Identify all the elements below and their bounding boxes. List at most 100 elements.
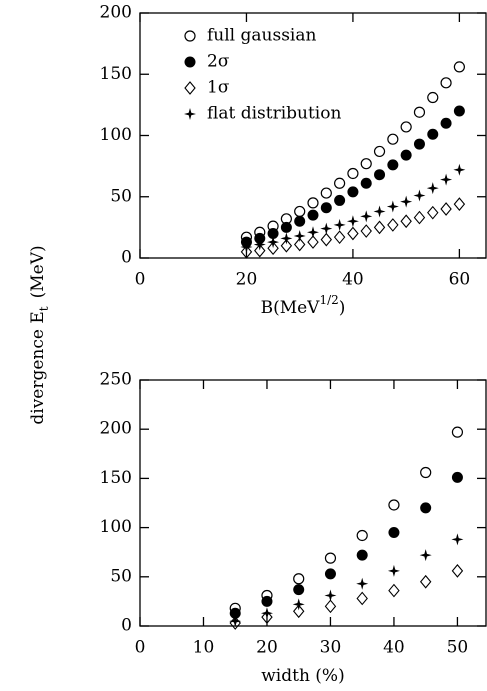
marker <box>373 220 386 235</box>
marker <box>374 169 386 181</box>
marker <box>293 229 306 242</box>
y-tick-label: 50 <box>110 186 132 206</box>
y-tick-label: 50 <box>110 566 132 586</box>
y-tick-label: 100 <box>100 517 132 537</box>
marker <box>388 527 400 539</box>
marker <box>324 552 337 564</box>
y-tick-label: 200 <box>100 3 132 23</box>
marker <box>440 173 453 186</box>
marker <box>334 194 346 206</box>
marker <box>388 583 400 598</box>
marker <box>420 502 432 514</box>
y-label-text: divergence E <box>28 311 48 424</box>
marker <box>356 591 368 606</box>
x-tick-label: 20 <box>236 270 258 290</box>
marker <box>307 235 319 249</box>
marker <box>427 205 439 220</box>
x-tick-label: 0 <box>135 270 146 290</box>
marker <box>347 226 359 241</box>
legend-item: 2σ <box>184 52 230 72</box>
marker <box>240 240 253 253</box>
marker <box>254 232 266 244</box>
marker <box>324 599 337 614</box>
marker <box>320 187 332 199</box>
marker <box>184 108 196 120</box>
legend-item: flat distribution <box>184 104 341 124</box>
marker <box>356 577 369 590</box>
marker <box>360 158 372 170</box>
marker <box>184 81 196 95</box>
marker <box>307 226 319 239</box>
marker <box>240 245 253 259</box>
marker <box>453 105 465 117</box>
marker <box>419 574 432 589</box>
marker <box>426 182 439 195</box>
marker <box>280 221 292 233</box>
x-tick-label: 50 <box>447 638 469 658</box>
y-tick-label: 100 <box>100 125 132 145</box>
marker <box>451 564 464 578</box>
marker <box>453 197 466 211</box>
marker <box>347 186 359 198</box>
marker <box>280 238 293 253</box>
marker <box>386 200 399 213</box>
marker <box>292 598 305 611</box>
marker <box>440 77 452 89</box>
y-axis-label: divergence Et (MeV) <box>28 245 51 424</box>
marker <box>334 177 346 189</box>
x-axis-label: width (%) <box>261 666 344 686</box>
marker <box>347 167 359 180</box>
marker <box>387 133 399 145</box>
y-label-sub: t <box>37 306 51 311</box>
x-label-sup: 1/2 <box>319 293 338 307</box>
x-tick-label: 40 <box>342 270 364 290</box>
marker <box>184 56 196 68</box>
marker <box>307 197 319 209</box>
marker <box>387 159 399 171</box>
y-tick-label: 150 <box>100 64 132 84</box>
marker <box>419 549 432 562</box>
marker <box>360 224 372 238</box>
marker <box>267 236 280 249</box>
x-label-text: width (%) <box>261 666 344 686</box>
marker <box>229 607 241 619</box>
marker <box>261 610 273 625</box>
x-label-end: ) <box>339 298 346 318</box>
marker <box>356 549 368 561</box>
marker <box>400 149 412 161</box>
legend-label: 2σ <box>207 52 230 72</box>
x-tick-label: 40 <box>383 638 405 658</box>
marker <box>373 205 386 218</box>
marker <box>400 214 412 229</box>
marker <box>324 568 336 580</box>
x-tick-label: 0 <box>135 638 146 658</box>
marker <box>324 589 337 602</box>
marker <box>333 230 346 245</box>
marker <box>253 238 266 251</box>
marker <box>260 607 273 620</box>
y-tick-label: 250 <box>100 370 132 390</box>
x-axis-label: B(MeV1/2) <box>261 293 346 318</box>
marker <box>451 426 464 438</box>
marker <box>293 237 306 252</box>
y-tick-label: 200 <box>100 419 132 439</box>
legend-item: full gaussian <box>184 26 317 46</box>
marker <box>294 215 306 227</box>
marker <box>440 117 452 129</box>
marker <box>293 573 305 585</box>
panel: 0 50 100 150 200 0 20 40 60 B(MeV1/2) full gaussia… <box>100 3 487 318</box>
x-tick-label: 30 <box>320 638 342 658</box>
panel: 0 50 100 150 200 250 0 10 20 30 40 50 width (%) <box>100 370 487 686</box>
marker <box>293 584 305 596</box>
marker <box>400 195 413 208</box>
marker <box>453 163 466 176</box>
legend-item: 1σ <box>184 78 230 98</box>
marker <box>420 466 432 479</box>
marker <box>307 209 319 221</box>
marker <box>400 121 412 133</box>
marker <box>427 91 439 104</box>
marker <box>453 61 465 73</box>
marker <box>294 205 306 218</box>
marker <box>413 106 426 118</box>
